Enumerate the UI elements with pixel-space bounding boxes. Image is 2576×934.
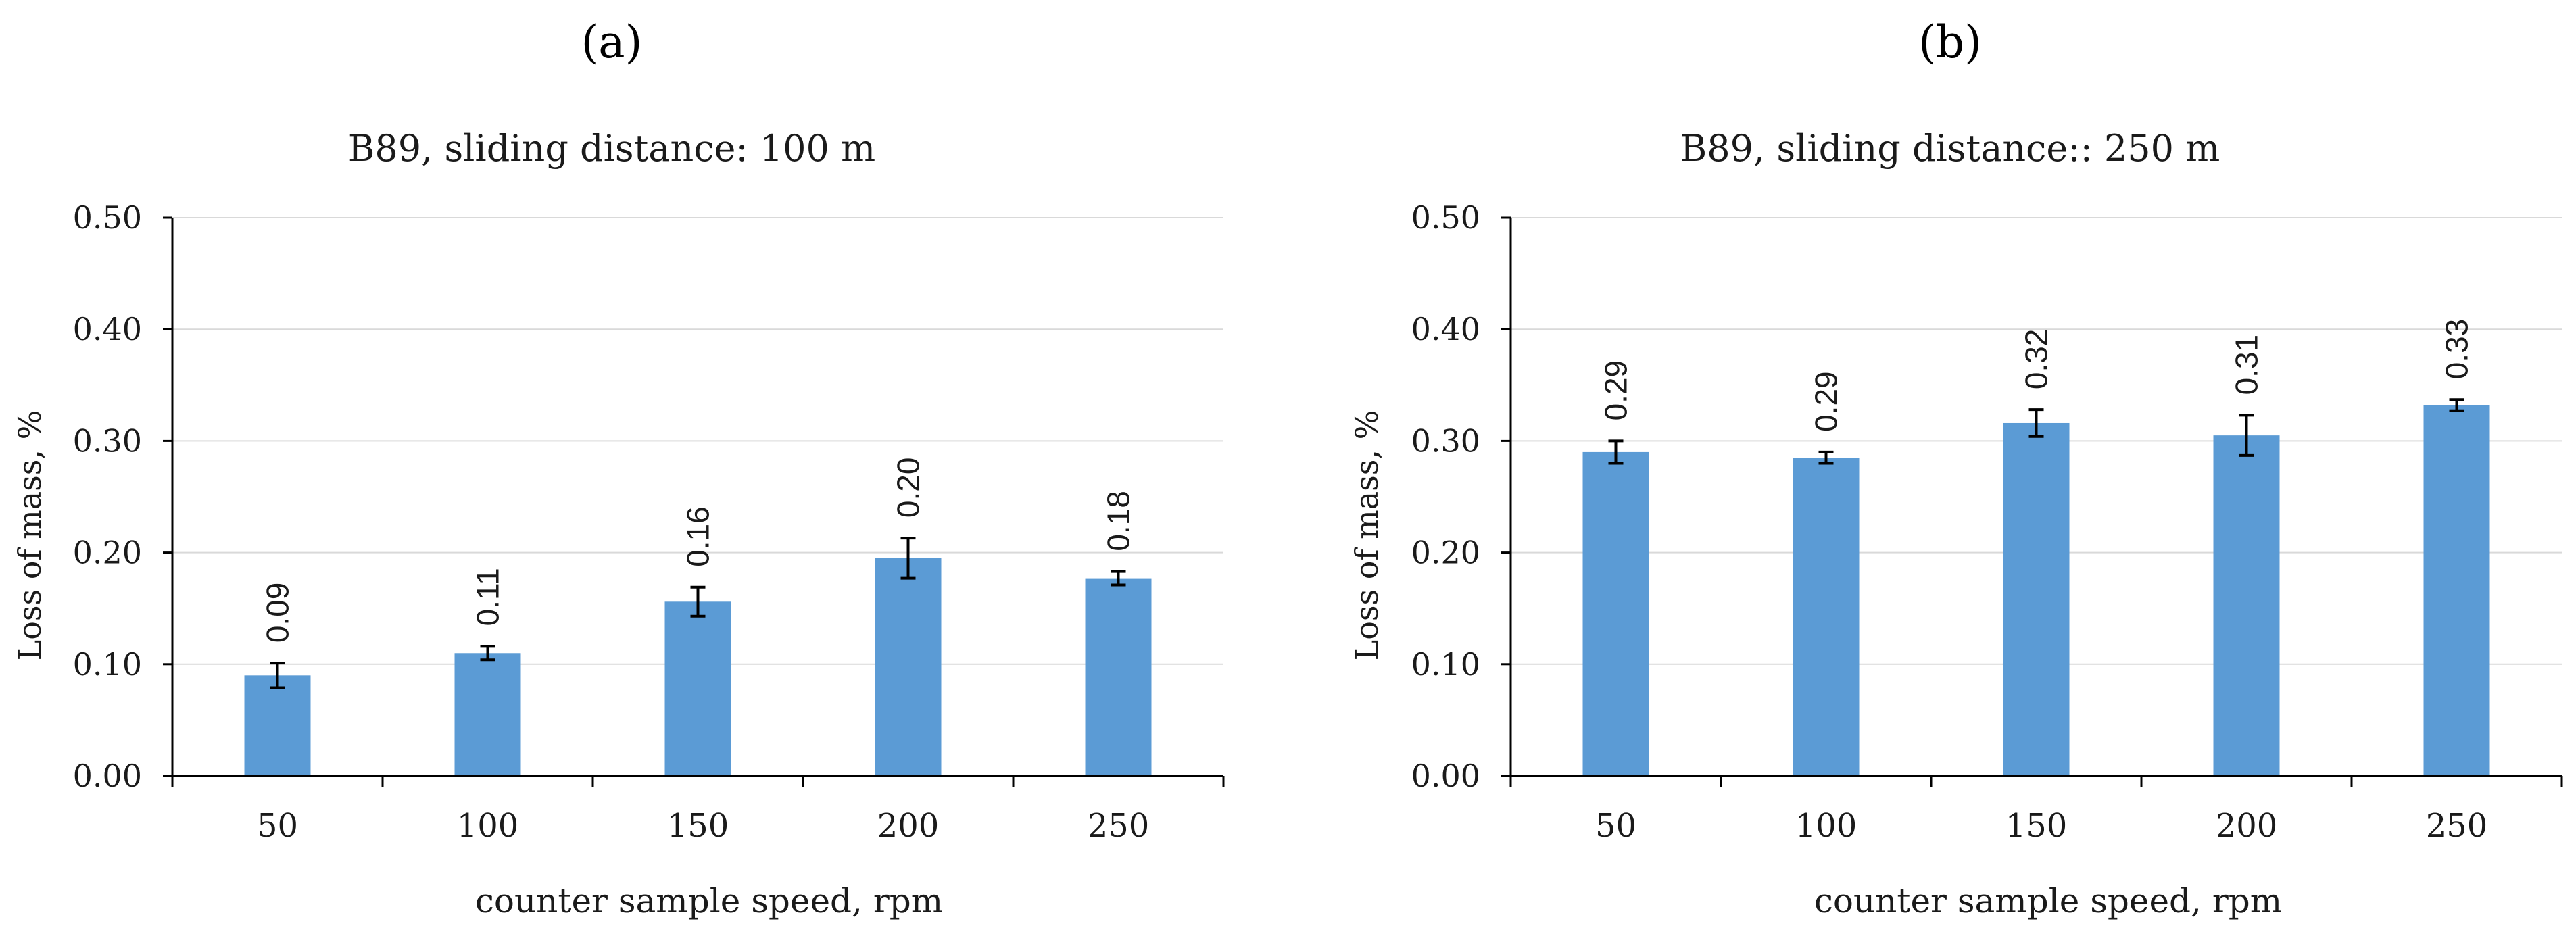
y-tick-label: 0.10 — [73, 646, 142, 683]
y-tick-label: 0.30 — [1411, 422, 1480, 459]
y-tick-label: 0.20 — [73, 535, 142, 571]
x-axis-label: counter sample speed, rpm — [1814, 881, 2282, 920]
x-tick-label: 100 — [1795, 807, 1857, 845]
y-tick-label: 0.00 — [1411, 758, 1480, 794]
x-tick-label: 50 — [1595, 807, 1636, 845]
bar — [2423, 405, 2490, 776]
y-tick-label: 0.50 — [73, 199, 142, 236]
x-tick-label: 250 — [1088, 807, 1150, 845]
x-axis-label: counter sample speed, rpm — [475, 881, 943, 920]
x-tick-label: 150 — [2006, 807, 2068, 845]
data-label: 0.33 — [2439, 319, 2475, 380]
x-tick-label: 200 — [2216, 807, 2278, 845]
x-tick-label: 100 — [457, 807, 519, 845]
panel-label: (b) — [1918, 16, 1982, 68]
x-tick-label: 50 — [257, 807, 298, 845]
bar — [1085, 578, 1152, 776]
y-tick-label: 0.00 — [73, 758, 142, 794]
chart-title: B89, sliding distance: 100 m — [348, 127, 876, 170]
chart-panel-a: (a) B89, sliding distance: 100 m Loss of… — [11, 16, 1225, 920]
y-axis-label: Loss of mass, % — [1348, 410, 1385, 661]
y-tick-label: 0.40 — [1411, 311, 1480, 347]
x-tick-label: 150 — [667, 807, 729, 845]
bar — [1582, 451, 1649, 776]
x-tick-label: 200 — [877, 807, 940, 845]
bar — [664, 601, 731, 776]
data-label: 0.16 — [681, 506, 716, 567]
bar — [244, 675, 311, 776]
bar — [2213, 435, 2280, 776]
data-label: 0.29 — [1599, 360, 1634, 421]
y-tick-label: 0.40 — [73, 311, 142, 347]
data-label: 0.20 — [891, 458, 926, 518]
y-axis-label: Loss of mass, % — [11, 410, 48, 661]
data-label: 0.18 — [1101, 491, 1136, 551]
chart-panel-b: (b) B89, sliding distance:: 250 m Loss o… — [1348, 16, 2563, 920]
x-tick-label: 250 — [2426, 807, 2488, 845]
data-label: 0.11 — [470, 568, 506, 626]
panel-label: (a) — [581, 16, 643, 68]
y-tick-label: 0.50 — [1411, 199, 1480, 236]
y-tick-label: 0.10 — [1411, 646, 1480, 683]
bar — [454, 653, 521, 776]
data-label: 0.32 — [2019, 329, 2054, 390]
y-tick-label: 0.20 — [1411, 535, 1480, 571]
chart-title: B89, sliding distance:: 250 m — [1680, 127, 2220, 170]
y-tick-label: 0.30 — [73, 422, 142, 459]
bar — [2003, 422, 2070, 776]
data-label: 0.31 — [2229, 335, 2264, 395]
data-label: 0.29 — [1809, 371, 1844, 432]
bar — [875, 558, 942, 776]
data-label: 0.09 — [260, 583, 295, 643]
bar — [1793, 458, 1860, 776]
